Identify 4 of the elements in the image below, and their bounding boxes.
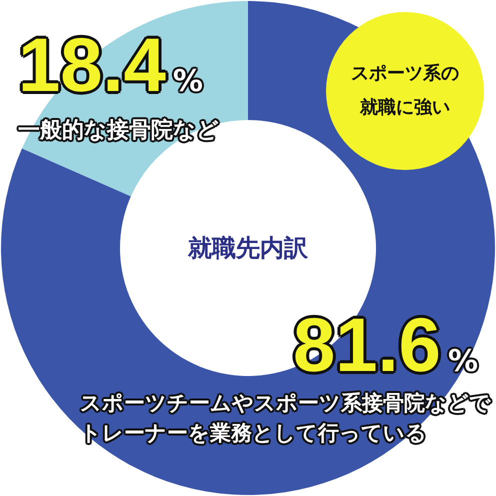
text: スポーツ系の就職に強い (350, 62, 460, 120)
text: 就職先内訳 (187, 234, 309, 262)
data-label: 18.4% (18, 23, 203, 108)
slice-label: 一般的な接骨院など (18, 118, 219, 143)
